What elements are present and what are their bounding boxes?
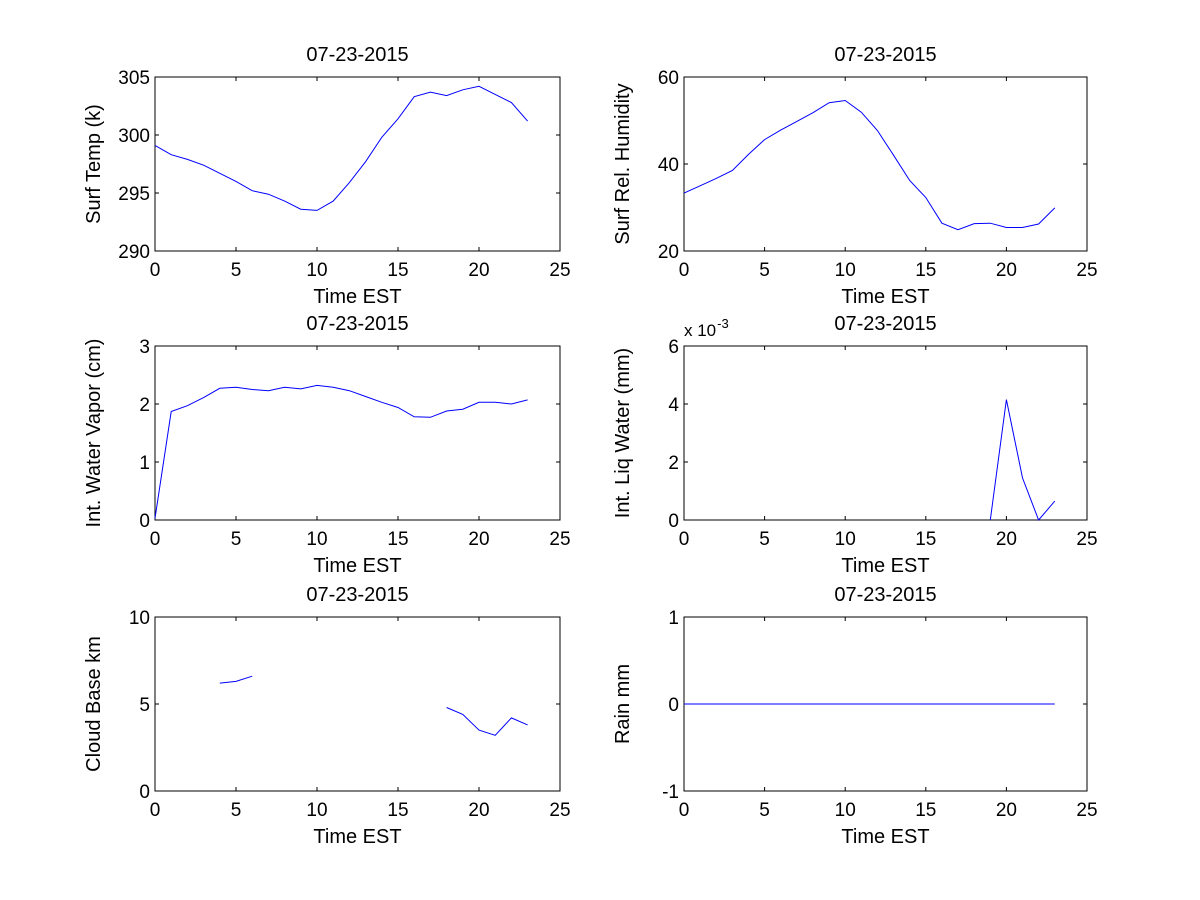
- x-tick-label: 5: [759, 260, 770, 281]
- subplot-5: 0 5 10 15 20 25 0 5 10 07-23-2015 Time EST Cloud Ba…: [83, 584, 571, 848]
- x-tick-label: 0: [150, 800, 161, 821]
- x-tick-label: 25: [549, 529, 570, 550]
- axes-frame: [154, 616, 561, 792]
- series-line-1-segment-1: [154, 384, 528, 519]
- x-tick-label: 0: [679, 529, 690, 550]
- y-tick-label: 0: [668, 511, 679, 532]
- subplot-1: 0 5 10 15 20 25 290 295 300 305 07-23-2015 Time EST…: [83, 44, 571, 308]
- subplot-2: 0 5 10 15 20 25 20 40 60 07-23-2015 Time EST Surf R…: [612, 44, 1098, 308]
- y-tick-label: 0: [139, 511, 150, 532]
- x-axis-label: Time EST: [313, 826, 401, 848]
- y-tick-label: 295: [118, 184, 150, 205]
- y-tick-label: 2: [139, 395, 150, 416]
- series-line-1-segment-1: [683, 99, 1056, 231]
- x-tick-label: 10: [835, 260, 856, 281]
- x-tick-label: 5: [759, 800, 770, 821]
- chart-title: 07-23-2015: [306, 313, 408, 335]
- chart-title: 07-23-2015: [306, 584, 408, 606]
- axes-frame: [154, 76, 561, 252]
- x-tick-label: 20: [468, 260, 489, 281]
- y-axis-label: Int. Liq Water (mm): [612, 348, 634, 518]
- chart-title: 07-23-2015: [834, 44, 936, 66]
- x-tick-label: 0: [150, 260, 161, 281]
- y-tick-label: 0: [139, 782, 150, 803]
- x-axis-label: Time EST: [841, 286, 929, 308]
- y-axis-label: Int. Water Vapor (cm): [83, 339, 105, 528]
- y-axis-label: Cloud Base km: [83, 636, 105, 772]
- x-tick-label: 10: [306, 529, 327, 550]
- x-tick-label: 20: [996, 529, 1017, 550]
- y-tick-label: 290: [118, 242, 150, 263]
- y-tick-label: 5: [139, 695, 150, 716]
- series-line-1-segment-1: [219, 675, 253, 684]
- y-tick-label: 4: [668, 395, 679, 416]
- y-tick-label: 10: [129, 608, 150, 629]
- axes-frame: [683, 76, 1088, 252]
- x-axis-label: Time EST: [313, 555, 401, 577]
- x-tick-label: 20: [468, 529, 489, 550]
- x-tick-label: 10: [835, 800, 856, 821]
- x-tick-label: 5: [231, 260, 242, 281]
- x-tick-label: 25: [549, 260, 570, 281]
- x-tick-label: 5: [231, 529, 242, 550]
- axis-exponent-power: -3: [717, 316, 729, 331]
- subplot-3: 0 5 10 15 20 25 0 1 2 3 07-23-2015 Time EST Int. Wat…: [83, 313, 571, 577]
- x-tick-label: 15: [387, 260, 408, 281]
- axes-frame: [683, 345, 1088, 521]
- y-tick-label: 3: [139, 337, 150, 358]
- x-tick-label: 20: [468, 800, 489, 821]
- axes-frame: [154, 345, 561, 521]
- x-tick-label: 25: [1076, 529, 1097, 550]
- x-axis-label: Time EST: [841, 826, 929, 848]
- axis-exponent-label: x 10: [684, 321, 716, 340]
- x-tick-label: 0: [679, 260, 690, 281]
- x-tick-label: 0: [679, 800, 690, 821]
- x-tick-label: 15: [387, 529, 408, 550]
- x-tick-label: 5: [759, 529, 770, 550]
- y-axis-label: Rain mm: [612, 664, 634, 744]
- y-axis-label: Surf Temp (k): [83, 104, 105, 224]
- y-axis-label: Surf Rel. Humidity: [612, 83, 634, 244]
- y-tick-label: 20: [658, 242, 679, 263]
- x-tick-label: 0: [150, 529, 161, 550]
- chart-title: 07-23-2015: [306, 44, 408, 66]
- x-tick-label: 15: [915, 800, 936, 821]
- subplot-4: 0 5 10 15 20 25 0 2 4 6 07-23-2015 Time EST Int. Liq…: [612, 313, 1098, 577]
- y-tick-label: 300: [118, 126, 150, 147]
- x-axis-label: Time EST: [841, 555, 929, 577]
- x-tick-label: 25: [1076, 260, 1097, 281]
- y-tick-label: 6: [668, 337, 679, 358]
- series-line-1-segment-1: [989, 399, 1056, 521]
- y-tick-label: 2: [668, 453, 679, 474]
- x-tick-label: 20: [996, 800, 1017, 821]
- x-tick-label: 25: [549, 800, 570, 821]
- y-tick-label: 1: [139, 453, 150, 474]
- x-tick-label: 10: [306, 800, 327, 821]
- x-tick-label: 25: [1076, 800, 1097, 821]
- x-tick-label: 15: [915, 260, 936, 281]
- x-tick-label: 5: [231, 800, 242, 821]
- x-tick-label: 20: [996, 260, 1017, 281]
- y-tick-label: 60: [658, 68, 679, 89]
- series-line-1-segment-2: [446, 707, 528, 736]
- chart-title: 07-23-2015: [834, 584, 936, 606]
- y-tick-label: 305: [118, 68, 150, 89]
- series-line-1-segment-1: [154, 85, 528, 211]
- y-tick-label: -1: [662, 782, 679, 803]
- y-tick-label: 1: [668, 608, 679, 629]
- y-tick-label: 40: [658, 155, 679, 176]
- x-tick-label: 10: [306, 260, 327, 281]
- x-tick-label: 15: [387, 800, 408, 821]
- x-tick-label: 10: [835, 529, 856, 550]
- y-tick-label: 0: [668, 695, 679, 716]
- x-axis-label: Time EST: [313, 286, 401, 308]
- x-tick-label: 15: [915, 529, 936, 550]
- chart-title: 07-23-2015: [834, 313, 936, 335]
